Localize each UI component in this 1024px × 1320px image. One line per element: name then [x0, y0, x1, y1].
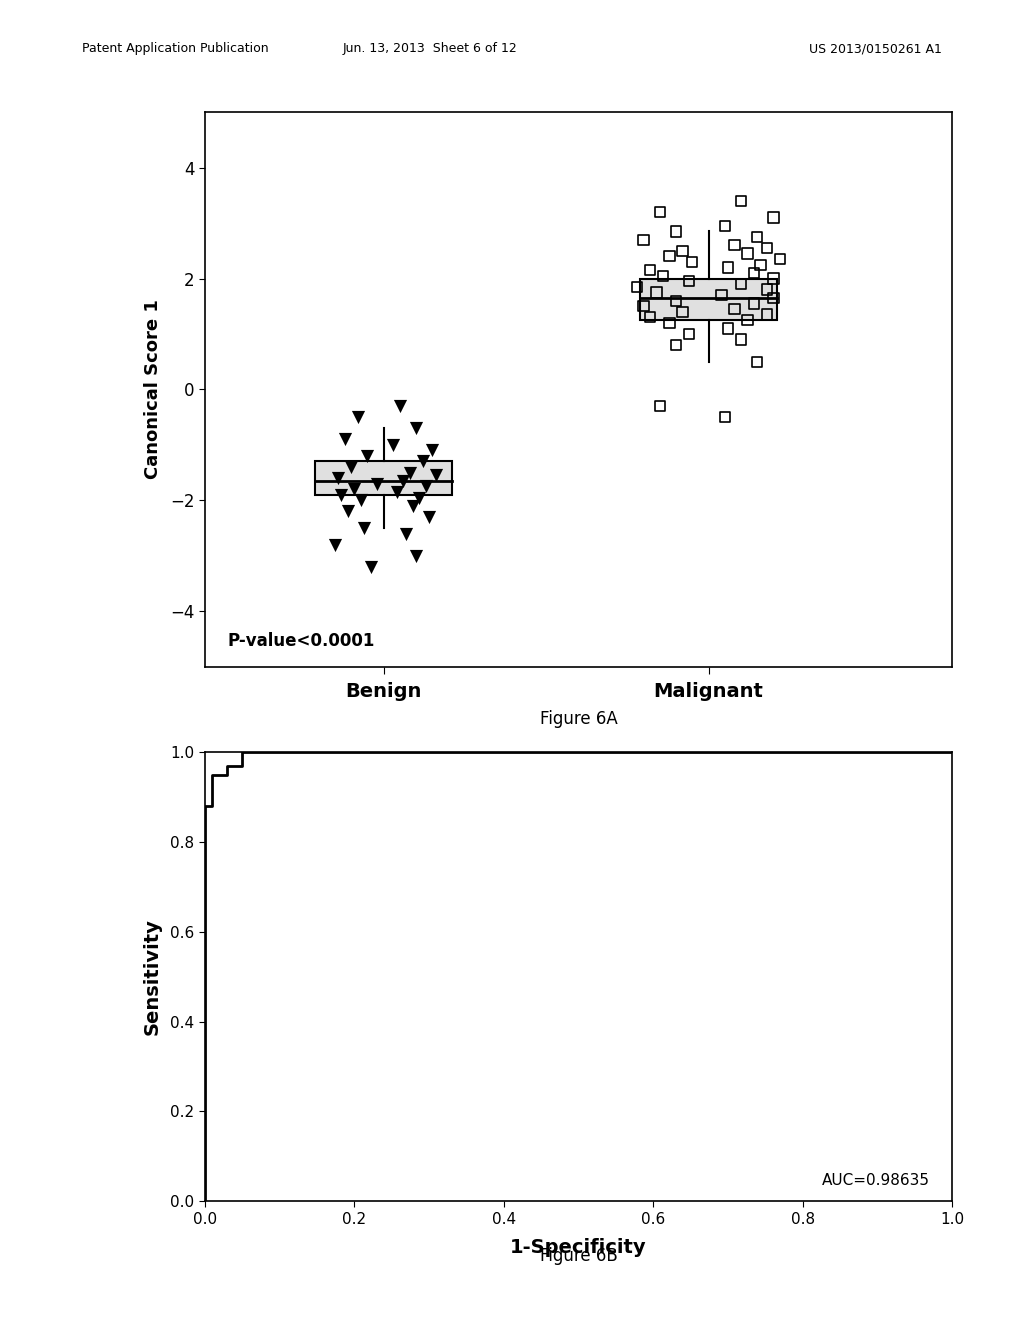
Bar: [315, 462, 452, 495]
Point: [772, 248, 788, 269]
Point: [765, 288, 781, 309]
Point: [662, 313, 678, 334]
Point: [759, 304, 775, 325]
Point: [411, 487, 427, 508]
Point: [327, 535, 343, 556]
Text: Figure 6B: Figure 6B: [540, 1247, 617, 1266]
Point: [635, 296, 651, 317]
Point: [753, 253, 769, 276]
Point: [759, 238, 775, 259]
Point: [668, 220, 684, 242]
Point: [717, 407, 733, 428]
Point: [750, 351, 766, 372]
Point: [385, 434, 401, 455]
Point: [395, 470, 412, 491]
Point: [675, 240, 691, 261]
Point: [418, 477, 434, 498]
Point: [388, 482, 404, 503]
Point: [343, 457, 359, 478]
Point: [717, 215, 733, 236]
Point: [668, 334, 684, 355]
Text: AUC=0.98635: AUC=0.98635: [822, 1172, 930, 1188]
Point: [398, 523, 415, 544]
Point: [765, 207, 781, 228]
Y-axis label: Sensitivity: Sensitivity: [142, 919, 162, 1035]
Point: [629, 276, 645, 297]
X-axis label: 1-Specificity: 1-Specificity: [510, 1238, 647, 1257]
Point: [668, 290, 684, 312]
Point: [359, 445, 376, 466]
Point: [635, 230, 651, 251]
Text: Jun. 13, 2013  Sheet 6 of 12: Jun. 13, 2013 Sheet 6 of 12: [343, 42, 517, 55]
Point: [651, 396, 668, 417]
Point: [642, 306, 658, 327]
Point: [352, 490, 369, 511]
Point: [759, 279, 775, 300]
Point: [720, 318, 736, 339]
Point: [745, 263, 762, 284]
Point: [745, 293, 762, 314]
Point: [408, 417, 424, 438]
Point: [391, 396, 408, 417]
Point: [427, 465, 443, 486]
Point: [714, 285, 730, 306]
Point: [765, 268, 781, 289]
Point: [733, 190, 750, 211]
Point: [415, 451, 431, 473]
Point: [642, 260, 658, 281]
Point: [336, 429, 352, 450]
Point: [648, 282, 665, 304]
Text: US 2013/0150261 A1: US 2013/0150261 A1: [809, 42, 942, 55]
Text: Patent Application Publication: Patent Application Publication: [82, 42, 268, 55]
Bar: [640, 279, 777, 321]
Point: [750, 227, 766, 248]
Point: [340, 500, 356, 521]
Point: [421, 507, 437, 528]
Y-axis label: Canonical Score 1: Canonical Score 1: [143, 300, 162, 479]
Point: [684, 251, 700, 272]
Point: [404, 495, 421, 516]
Point: [681, 323, 697, 345]
Point: [330, 467, 346, 488]
Point: [733, 329, 750, 350]
Point: [726, 298, 742, 319]
Point: [333, 484, 349, 506]
Point: [369, 473, 385, 494]
Point: [408, 545, 424, 566]
Point: [362, 556, 379, 577]
Point: [739, 310, 756, 331]
Text: Figure 6A: Figure 6A: [540, 710, 617, 729]
Point: [424, 440, 440, 461]
Point: [726, 235, 742, 256]
Point: [655, 265, 672, 286]
Point: [720, 257, 736, 279]
Point: [356, 517, 373, 539]
Point: [401, 462, 418, 483]
Point: [681, 271, 697, 292]
Point: [346, 479, 362, 500]
Point: [733, 273, 750, 294]
Point: [651, 202, 668, 223]
Point: [662, 246, 678, 267]
Text: P-value<0.0001: P-value<0.0001: [227, 632, 375, 649]
Point: [739, 243, 756, 264]
Point: [675, 301, 691, 322]
Point: [349, 407, 366, 428]
